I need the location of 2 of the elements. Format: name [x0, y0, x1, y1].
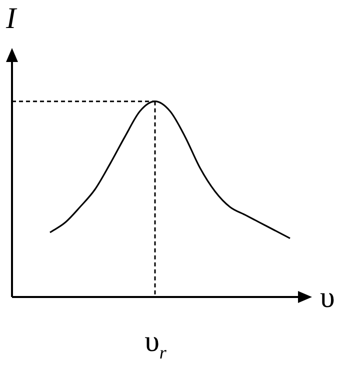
- y-axis-title: I: [5, 2, 18, 35]
- x-axis-title: υ: [320, 281, 335, 314]
